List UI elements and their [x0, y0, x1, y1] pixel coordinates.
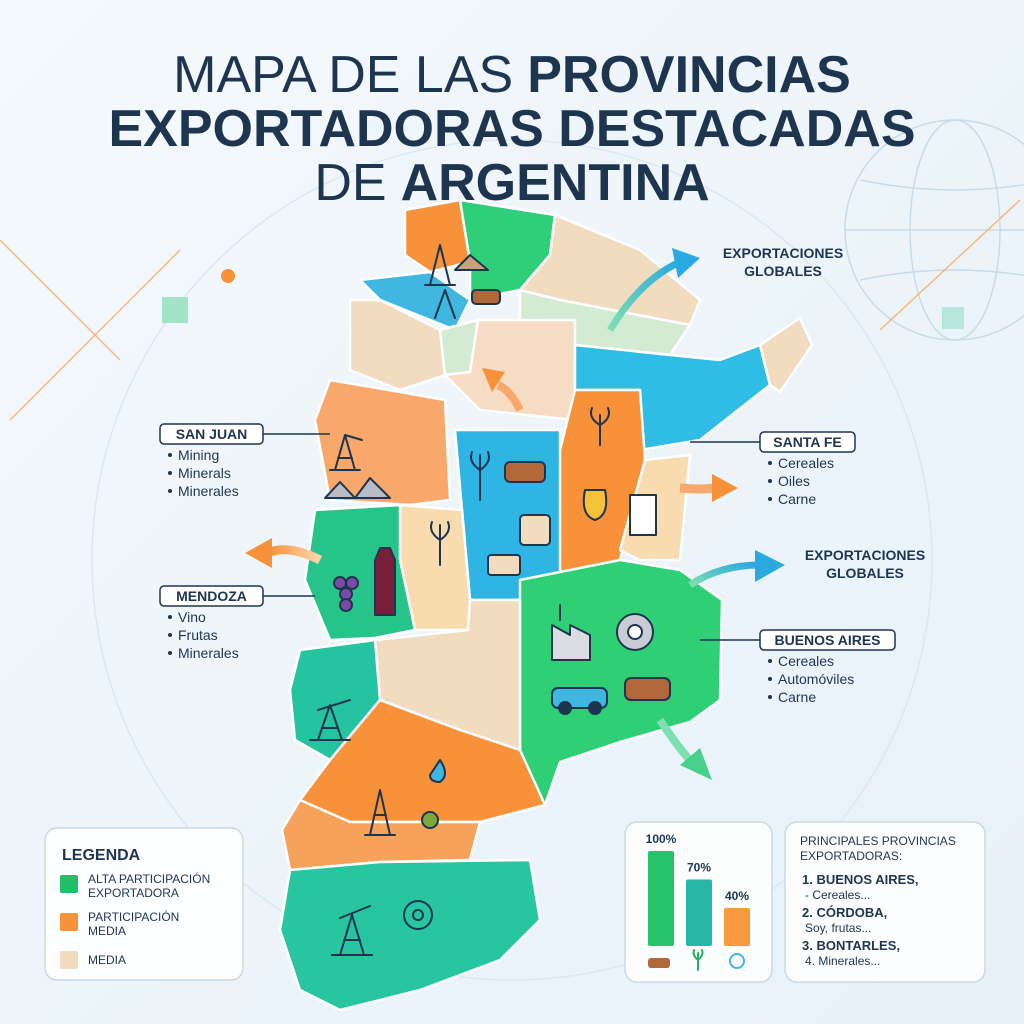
legend: LEGENDA ALTA PARTICIPACIÓN EXPORTADORA PAR… [44, 827, 244, 981]
mini-chart: 100% 70% 40% [624, 821, 773, 983]
callout-name: BUENOS AIRES [774, 632, 880, 648]
callout-item: Mining [178, 447, 219, 463]
arrow-label-line: EXPORTACIONES [723, 245, 843, 261]
decoration [0, 119, 1024, 981]
ranking-title-line: PRINCIPALES PROVINCIAS [800, 834, 956, 848]
province [303, 503, 417, 642]
callout-item: Carne [778, 491, 816, 507]
bar [724, 908, 750, 946]
callout-item: Minerals [178, 465, 231, 481]
province [443, 318, 577, 422]
title-line: MAPA DE LAS PROVINCIAS [173, 46, 851, 104]
province [403, 198, 472, 274]
ranking-name: 1. BUENOS AIRES, [802, 872, 919, 887]
legend-title: LEGENDA [62, 847, 141, 864]
ranking-detail: - Cereales... [805, 888, 870, 902]
arrow-label-line: GLOBALES [744, 263, 822, 279]
bullet [768, 461, 772, 465]
bar-value-label: 100% [646, 832, 677, 846]
bar [648, 851, 674, 946]
ranking-name: 3. BONTARLES, [802, 938, 900, 953]
legend-label-line: MEDIA [88, 953, 126, 967]
title-text: MAPA DE LAS [173, 46, 513, 104]
decoration [221, 269, 235, 283]
callout-item: Frutas [178, 627, 218, 643]
callouts: SAN JUAN Mining Minerals Minerales MENDOZA Vi… [159, 423, 896, 705]
legend-label: MEDIA [88, 953, 126, 967]
bullet [768, 659, 772, 663]
bullet [168, 489, 172, 493]
province [358, 270, 472, 332]
ranking-detail: Soy, frutas... [805, 921, 871, 935]
callout-item: Automóviles [778, 671, 854, 687]
bullet [768, 677, 772, 681]
callout-box [759, 629, 896, 651]
bars: 100% 70% 40% [646, 832, 750, 946]
bar-value-label: 40% [725, 889, 749, 903]
ranking-panel [784, 821, 986, 983]
bar [686, 879, 712, 946]
ranking-title-line: EXPORTADORAS: [800, 849, 902, 863]
legend-label: ALTA PARTICIPACIÓN EXPORTADORA [88, 871, 210, 900]
callout-box [159, 585, 264, 607]
decoration [942, 307, 964, 329]
legend-label-line: EXPORTADORA [88, 886, 179, 900]
bullet [168, 471, 172, 475]
bullet [168, 453, 172, 457]
callout-item: Oiles [778, 473, 810, 489]
callout-item: Carne [778, 689, 816, 705]
bullet [768, 695, 772, 699]
callout-name: SANTA FE [773, 434, 841, 450]
callout-name: MENDOZA [176, 588, 247, 604]
bullet [768, 479, 772, 483]
title-text: DE [314, 154, 386, 212]
ranking-items: 1. BUENOS AIRES,- Cereales... 2. CÓRDOBA,… [802, 872, 919, 968]
legend-items: ALTA PARTICIPACIÓN EXPORTADORA PARTICIPACI… [60, 871, 210, 969]
decoration [162, 297, 188, 323]
ranking-name: 2. CÓRDOBA, [802, 905, 887, 920]
callout-box [159, 423, 264, 445]
title-line: DE ARGENTINA [314, 154, 709, 212]
province [278, 858, 542, 1012]
arrow-label-line: GLOBALES [826, 565, 904, 581]
callout-name: SAN JUAN [176, 426, 248, 442]
callout-item: Vino [178, 609, 206, 625]
arrow-label: EXPORTACIONES GLOBALES [723, 245, 843, 279]
icon [309, 244, 671, 956]
callout-item: Minerales [178, 645, 239, 661]
title-text: PROVINCIAS [527, 46, 851, 104]
legend-label-line: ALTA PARTICIPACIÓN [88, 871, 210, 886]
bullet [168, 633, 172, 637]
ranking-detail: 4. Minerales... [805, 954, 880, 968]
map [278, 198, 814, 1012]
province [758, 316, 814, 394]
legend-label: PARTICIPACIÓN MEDIA [88, 909, 179, 938]
callout-item: Minerales [178, 483, 239, 499]
arrow [245, 248, 785, 780]
callout-item: Cereales [778, 455, 834, 471]
arrow-label: EXPORTACIONES GLOBALES [805, 547, 925, 581]
bullet [168, 651, 172, 655]
icon [648, 949, 745, 971]
bullet [168, 615, 172, 619]
legend-swatch [60, 913, 78, 931]
legend-panel [44, 827, 244, 981]
callout-item: Cereales [778, 653, 834, 669]
ranking: PRINCIPALES PROVINCIAS EXPORTADORAS: 1. B… [784, 821, 986, 983]
legend-swatch [60, 875, 78, 893]
bullet [768, 497, 772, 501]
legend-label-line: PARTICIPACIÓN [88, 909, 179, 924]
title-text: EXPORTADORAS DESTACADAS [108, 100, 915, 158]
bar-value-label: 70% [687, 861, 711, 875]
legend-swatch [60, 951, 78, 969]
arrow-label-line: EXPORTACIONES [805, 547, 925, 563]
callout-box [759, 431, 856, 453]
ranking-title: PRINCIPALES PROVINCIAS EXPORTADORAS: [800, 834, 956, 863]
legend-label-line: MEDIA [88, 924, 126, 938]
